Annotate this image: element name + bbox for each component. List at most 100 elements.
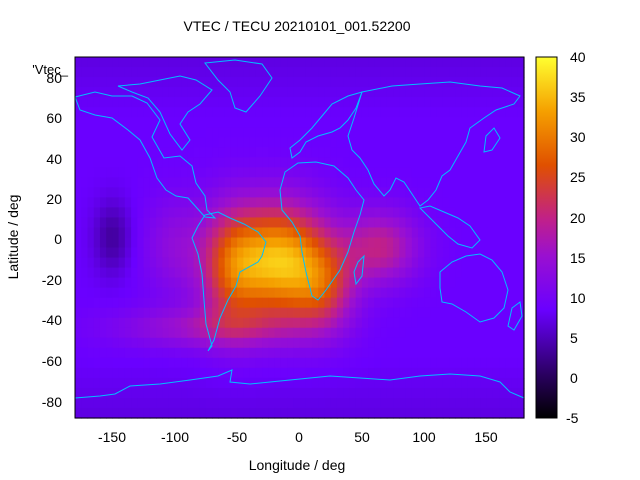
y-tick-label: 0 — [54, 231, 62, 247]
heatmap-cell — [499, 197, 506, 209]
heatmap-cell — [517, 197, 525, 209]
heatmap-cell — [374, 377, 382, 389]
heatmap-cell — [193, 397, 201, 409]
heatmap-cell — [517, 237, 525, 249]
heatmap-cell — [436, 117, 444, 128]
heatmap-cell — [299, 117, 307, 128]
heatmap-cell — [230, 307, 238, 319]
heatmap-cell — [455, 347, 463, 359]
heatmap-cell — [168, 107, 176, 118]
heatmap-cell — [505, 367, 513, 379]
heatmap-cell — [224, 187, 232, 198]
heatmap-cell — [393, 57, 400, 68]
heatmap-cell — [318, 307, 326, 319]
heatmap-cell — [106, 117, 114, 128]
heatmap-cell — [305, 177, 313, 188]
heatmap-cell — [268, 207, 276, 219]
heatmap-cell — [168, 177, 176, 188]
heatmap-cell — [374, 67, 382, 78]
heatmap-cell — [405, 387, 413, 399]
heatmap-cell — [399, 317, 407, 329]
heatmap-cell — [492, 367, 500, 379]
heatmap-cell — [93, 57, 101, 68]
heatmap-cell — [162, 187, 170, 198]
heatmap-cell — [324, 117, 332, 128]
heatmap-cell — [467, 157, 475, 168]
heatmap-cell — [399, 197, 407, 209]
heatmap-cell — [467, 217, 475, 229]
heatmap-cell — [224, 67, 232, 78]
heatmap-cell — [237, 147, 244, 158]
heatmap-cell — [268, 227, 276, 239]
heatmap-cell — [162, 357, 170, 369]
heatmap-cell — [424, 387, 432, 399]
colorbar-tick-label: 10 — [570, 290, 586, 306]
heatmap-cell — [237, 287, 244, 299]
heatmap-cell — [386, 257, 394, 269]
heatmap-cell — [243, 407, 251, 419]
heatmap-cell — [455, 287, 463, 299]
heatmap-cell — [430, 357, 438, 369]
heatmap-cell — [168, 67, 176, 78]
heatmap-cell — [449, 317, 457, 329]
heatmap-cell — [280, 327, 288, 339]
heatmap-cell — [118, 357, 126, 369]
heatmap-cell — [187, 97, 195, 108]
heatmap-cell — [461, 397, 469, 409]
heatmap-cell — [181, 307, 188, 319]
heatmap-cell — [467, 247, 475, 259]
heatmap-cell — [81, 347, 89, 359]
heatmap-cell — [430, 97, 438, 108]
heatmap-cell — [118, 187, 126, 198]
heatmap-cell — [442, 357, 450, 369]
heatmap-cell — [199, 137, 207, 148]
heatmap-cell — [386, 247, 394, 259]
heatmap-cell — [218, 257, 226, 269]
heatmap-cell — [299, 277, 307, 289]
heatmap-cell — [405, 147, 413, 158]
heatmap-cell — [181, 277, 188, 289]
heatmap-cell — [287, 397, 294, 409]
heatmap-cell — [287, 377, 294, 389]
heatmap-cell — [393, 257, 400, 269]
heatmap-cell — [368, 67, 375, 78]
heatmap-cell — [268, 67, 276, 78]
heatmap-cell — [517, 257, 525, 269]
heatmap-cell — [399, 187, 407, 198]
heatmap-cell — [517, 347, 525, 359]
heatmap-cell — [131, 67, 138, 78]
heatmap-cell — [168, 387, 176, 399]
heatmap-cell — [274, 377, 282, 389]
heatmap-cell — [93, 137, 101, 148]
heatmap-cell — [199, 297, 207, 309]
heatmap-cell — [199, 407, 207, 419]
heatmap-cell — [374, 127, 382, 138]
y-tick-label: -60 — [42, 353, 62, 369]
heatmap-cell — [368, 137, 375, 148]
heatmap-cell — [417, 237, 425, 249]
heatmap-cell — [486, 237, 494, 249]
heatmap-cell — [480, 77, 488, 88]
heatmap-cell — [386, 267, 394, 279]
heatmap-cell — [243, 367, 251, 379]
heatmap-cell — [237, 397, 244, 409]
heatmap-cell — [311, 257, 319, 269]
heatmap-cell — [137, 407, 145, 419]
heatmap-cell — [467, 307, 475, 319]
heatmap-cell — [280, 77, 288, 88]
heatmap-cell — [467, 207, 475, 219]
heatmap-cell — [274, 187, 282, 198]
heatmap-cell — [393, 197, 400, 209]
heatmap-cell — [243, 207, 251, 219]
heatmap-cell — [199, 357, 207, 369]
heatmap-cell — [205, 157, 213, 168]
heatmap-cell — [93, 287, 101, 299]
heatmap-cell — [149, 287, 157, 299]
heatmap-cell — [255, 327, 263, 339]
heatmap-cell — [386, 87, 394, 98]
heatmap-cell — [436, 367, 444, 379]
heatmap-cell — [224, 57, 232, 68]
heatmap-cell — [93, 197, 101, 209]
heatmap-cell — [349, 137, 357, 148]
heatmap-cell — [417, 227, 425, 239]
